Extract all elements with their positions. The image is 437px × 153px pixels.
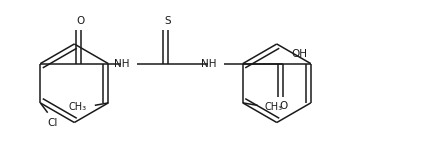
Text: Cl: Cl bbox=[48, 118, 58, 128]
Text: NH: NH bbox=[114, 59, 129, 69]
Text: O: O bbox=[279, 101, 288, 111]
Text: CH₃: CH₃ bbox=[68, 102, 86, 112]
Text: CH₃: CH₃ bbox=[265, 102, 283, 112]
Text: OH: OH bbox=[292, 49, 308, 59]
Text: NH: NH bbox=[201, 59, 216, 69]
Text: S: S bbox=[165, 16, 171, 26]
Text: O: O bbox=[76, 16, 85, 26]
